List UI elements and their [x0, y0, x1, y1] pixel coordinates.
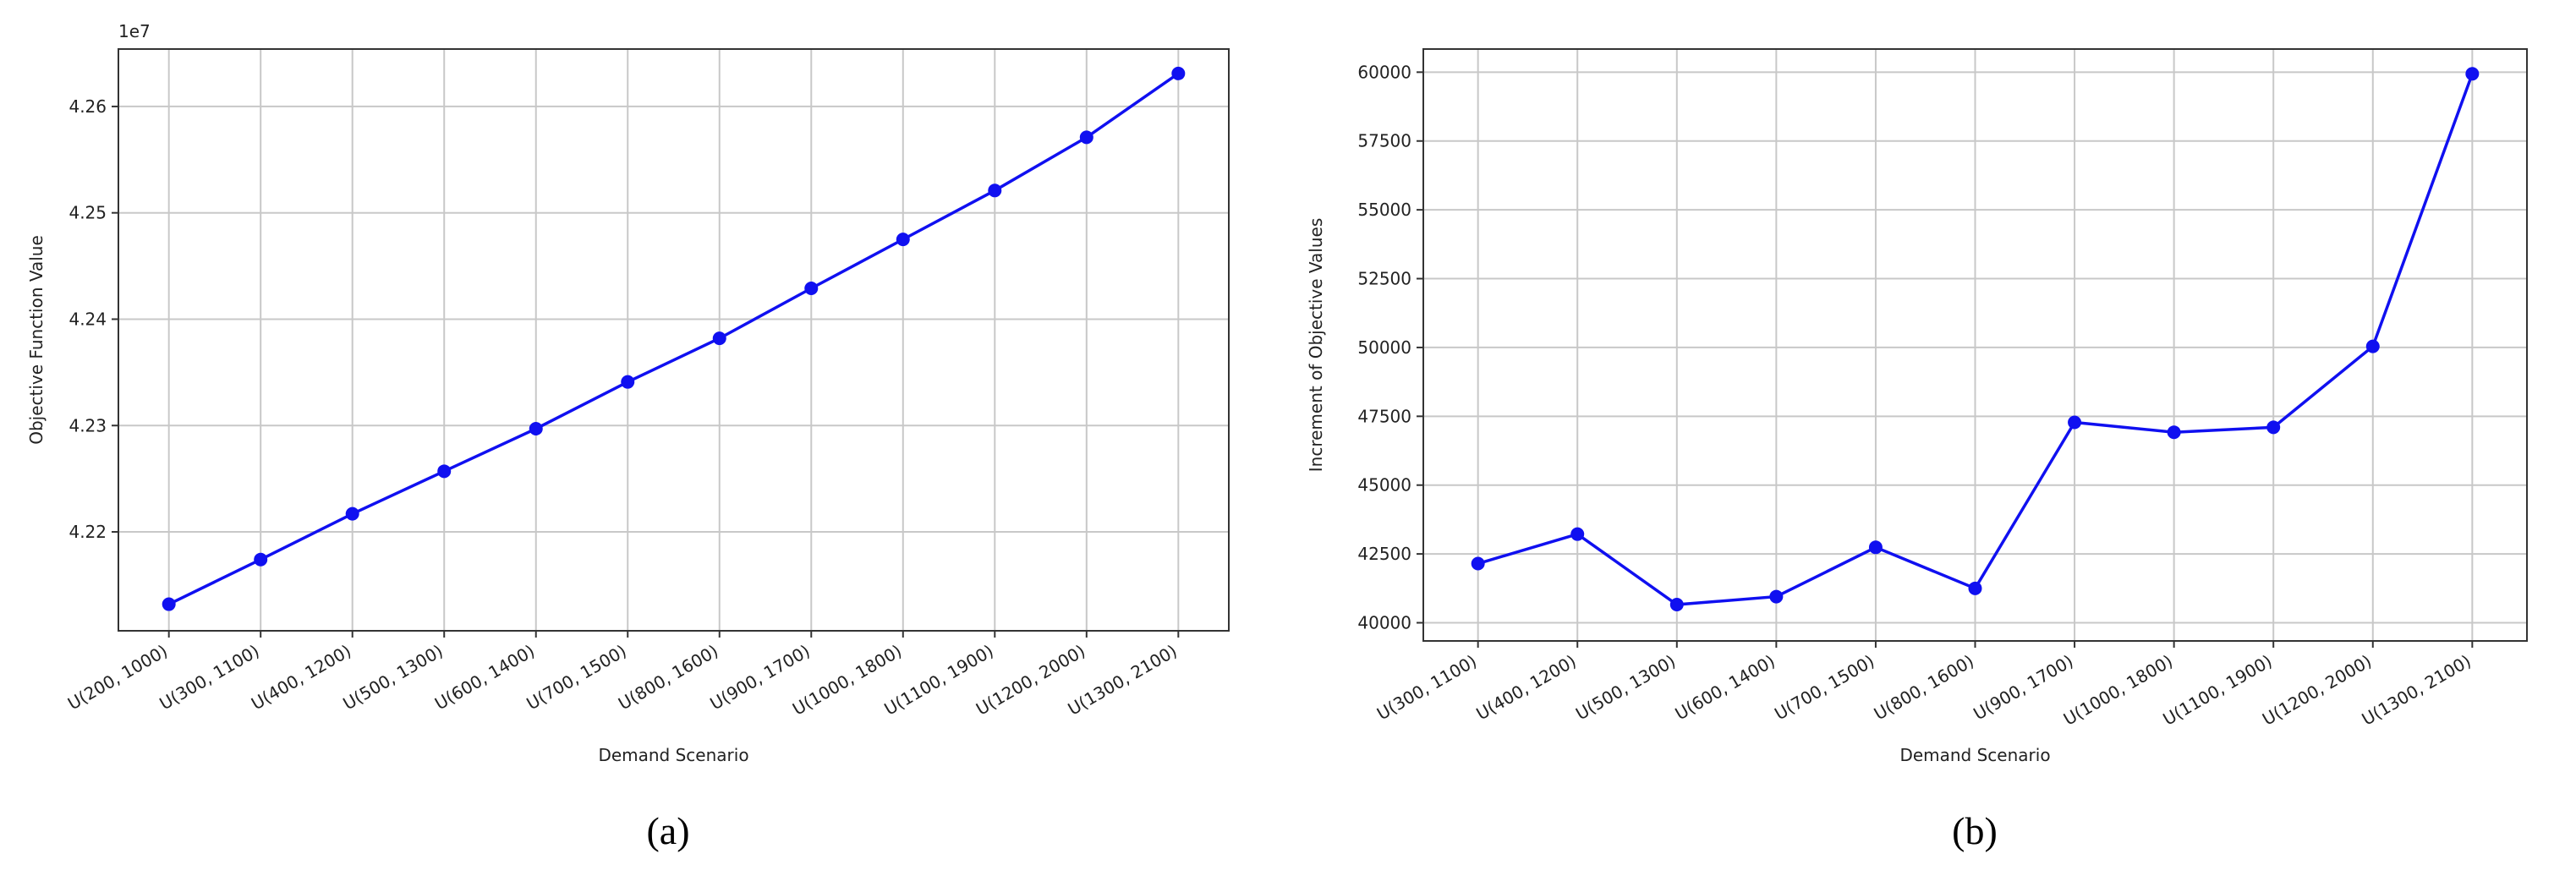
data-point — [896, 233, 910, 247]
y-tick-label: 4.26 — [69, 96, 107, 117]
data-point — [804, 281, 819, 295]
y-tick-label: 4.25 — [69, 203, 107, 223]
data-point — [712, 331, 726, 346]
data-point — [2068, 415, 2082, 430]
y-tick-label: 4.22 — [69, 522, 107, 542]
y-tick-label: 60000 — [1357, 62, 1411, 82]
x-tick-label: U(800, 1600) — [1871, 651, 1977, 725]
x-axis-label: Demand Scenario — [1899, 745, 2050, 765]
x-tick-label: U(1000, 1800) — [2060, 651, 2176, 730]
y-tick-label: 47500 — [1357, 406, 1411, 426]
data-point — [1079, 130, 1093, 145]
y-tick-label: 42500 — [1357, 544, 1411, 564]
data-point — [1968, 581, 1982, 595]
x-tick-label: U(700, 1500) — [523, 641, 629, 715]
y-axis-label: Objective Function Value — [26, 235, 47, 445]
x-tick-label: U(400, 1200) — [248, 641, 354, 715]
x-tick-label: U(600, 1400) — [1672, 651, 1779, 725]
plot-frame — [1422, 48, 2528, 642]
x-tick-label: U(300, 1100) — [1373, 651, 1480, 725]
data-point — [1868, 540, 1883, 555]
x-tick-label: U(1100, 1900) — [2159, 651, 2275, 730]
data-point — [1171, 66, 1186, 80]
x-tick-label: U(1300, 2100) — [2358, 651, 2474, 730]
data-point — [2465, 67, 2480, 81]
x-tick-label: U(600, 1400) — [431, 641, 538, 715]
data-point — [988, 183, 1002, 198]
data-point — [437, 464, 452, 479]
x-tick-label: U(500, 1300) — [1572, 651, 1679, 725]
y-tick-label: 57500 — [1357, 131, 1411, 151]
y-offset-label: 1e7 — [118, 21, 151, 41]
data-point — [1471, 556, 1485, 571]
x-tick-label: U(300, 1100) — [156, 641, 262, 715]
caption: (b) — [1952, 809, 1998, 852]
data-point — [254, 552, 268, 567]
data-point — [162, 597, 176, 611]
y-axis-label: Increment of Objective Values — [1306, 218, 1326, 473]
x-tick-label: U(400, 1200) — [1472, 651, 1579, 725]
x-tick-label: U(800, 1600) — [615, 641, 721, 715]
y-tick-label: 45000 — [1357, 475, 1411, 496]
y-tick-label: 50000 — [1357, 337, 1411, 358]
x-tick-label: U(700, 1500) — [1771, 651, 1877, 725]
caption: (a) — [646, 809, 689, 852]
data-point — [2167, 425, 2181, 440]
x-tick-label: U(1200, 2000) — [2259, 651, 2375, 730]
data-point — [2266, 420, 2281, 435]
y-tick-label: 40000 — [1357, 613, 1411, 633]
data-line — [167, 72, 1180, 606]
data-point — [1669, 598, 1684, 612]
y-tick-label: 55000 — [1357, 200, 1411, 220]
y-tick-label: 4.23 — [69, 415, 107, 435]
data-point — [621, 375, 635, 389]
y-tick-label: 4.24 — [69, 309, 107, 329]
y-tick-label: 52500 — [1357, 269, 1411, 289]
x-tick-label: U(500, 1300) — [339, 641, 446, 715]
x-tick-label: U(200, 1000) — [64, 641, 171, 715]
data-point — [1570, 527, 1585, 541]
plot-frame — [118, 48, 1230, 632]
x-axis-label: Demand Scenario — [598, 745, 748, 765]
data-point — [529, 422, 543, 436]
data-point — [1769, 589, 1784, 604]
data-point — [2365, 339, 2380, 353]
data-point — [345, 506, 359, 521]
